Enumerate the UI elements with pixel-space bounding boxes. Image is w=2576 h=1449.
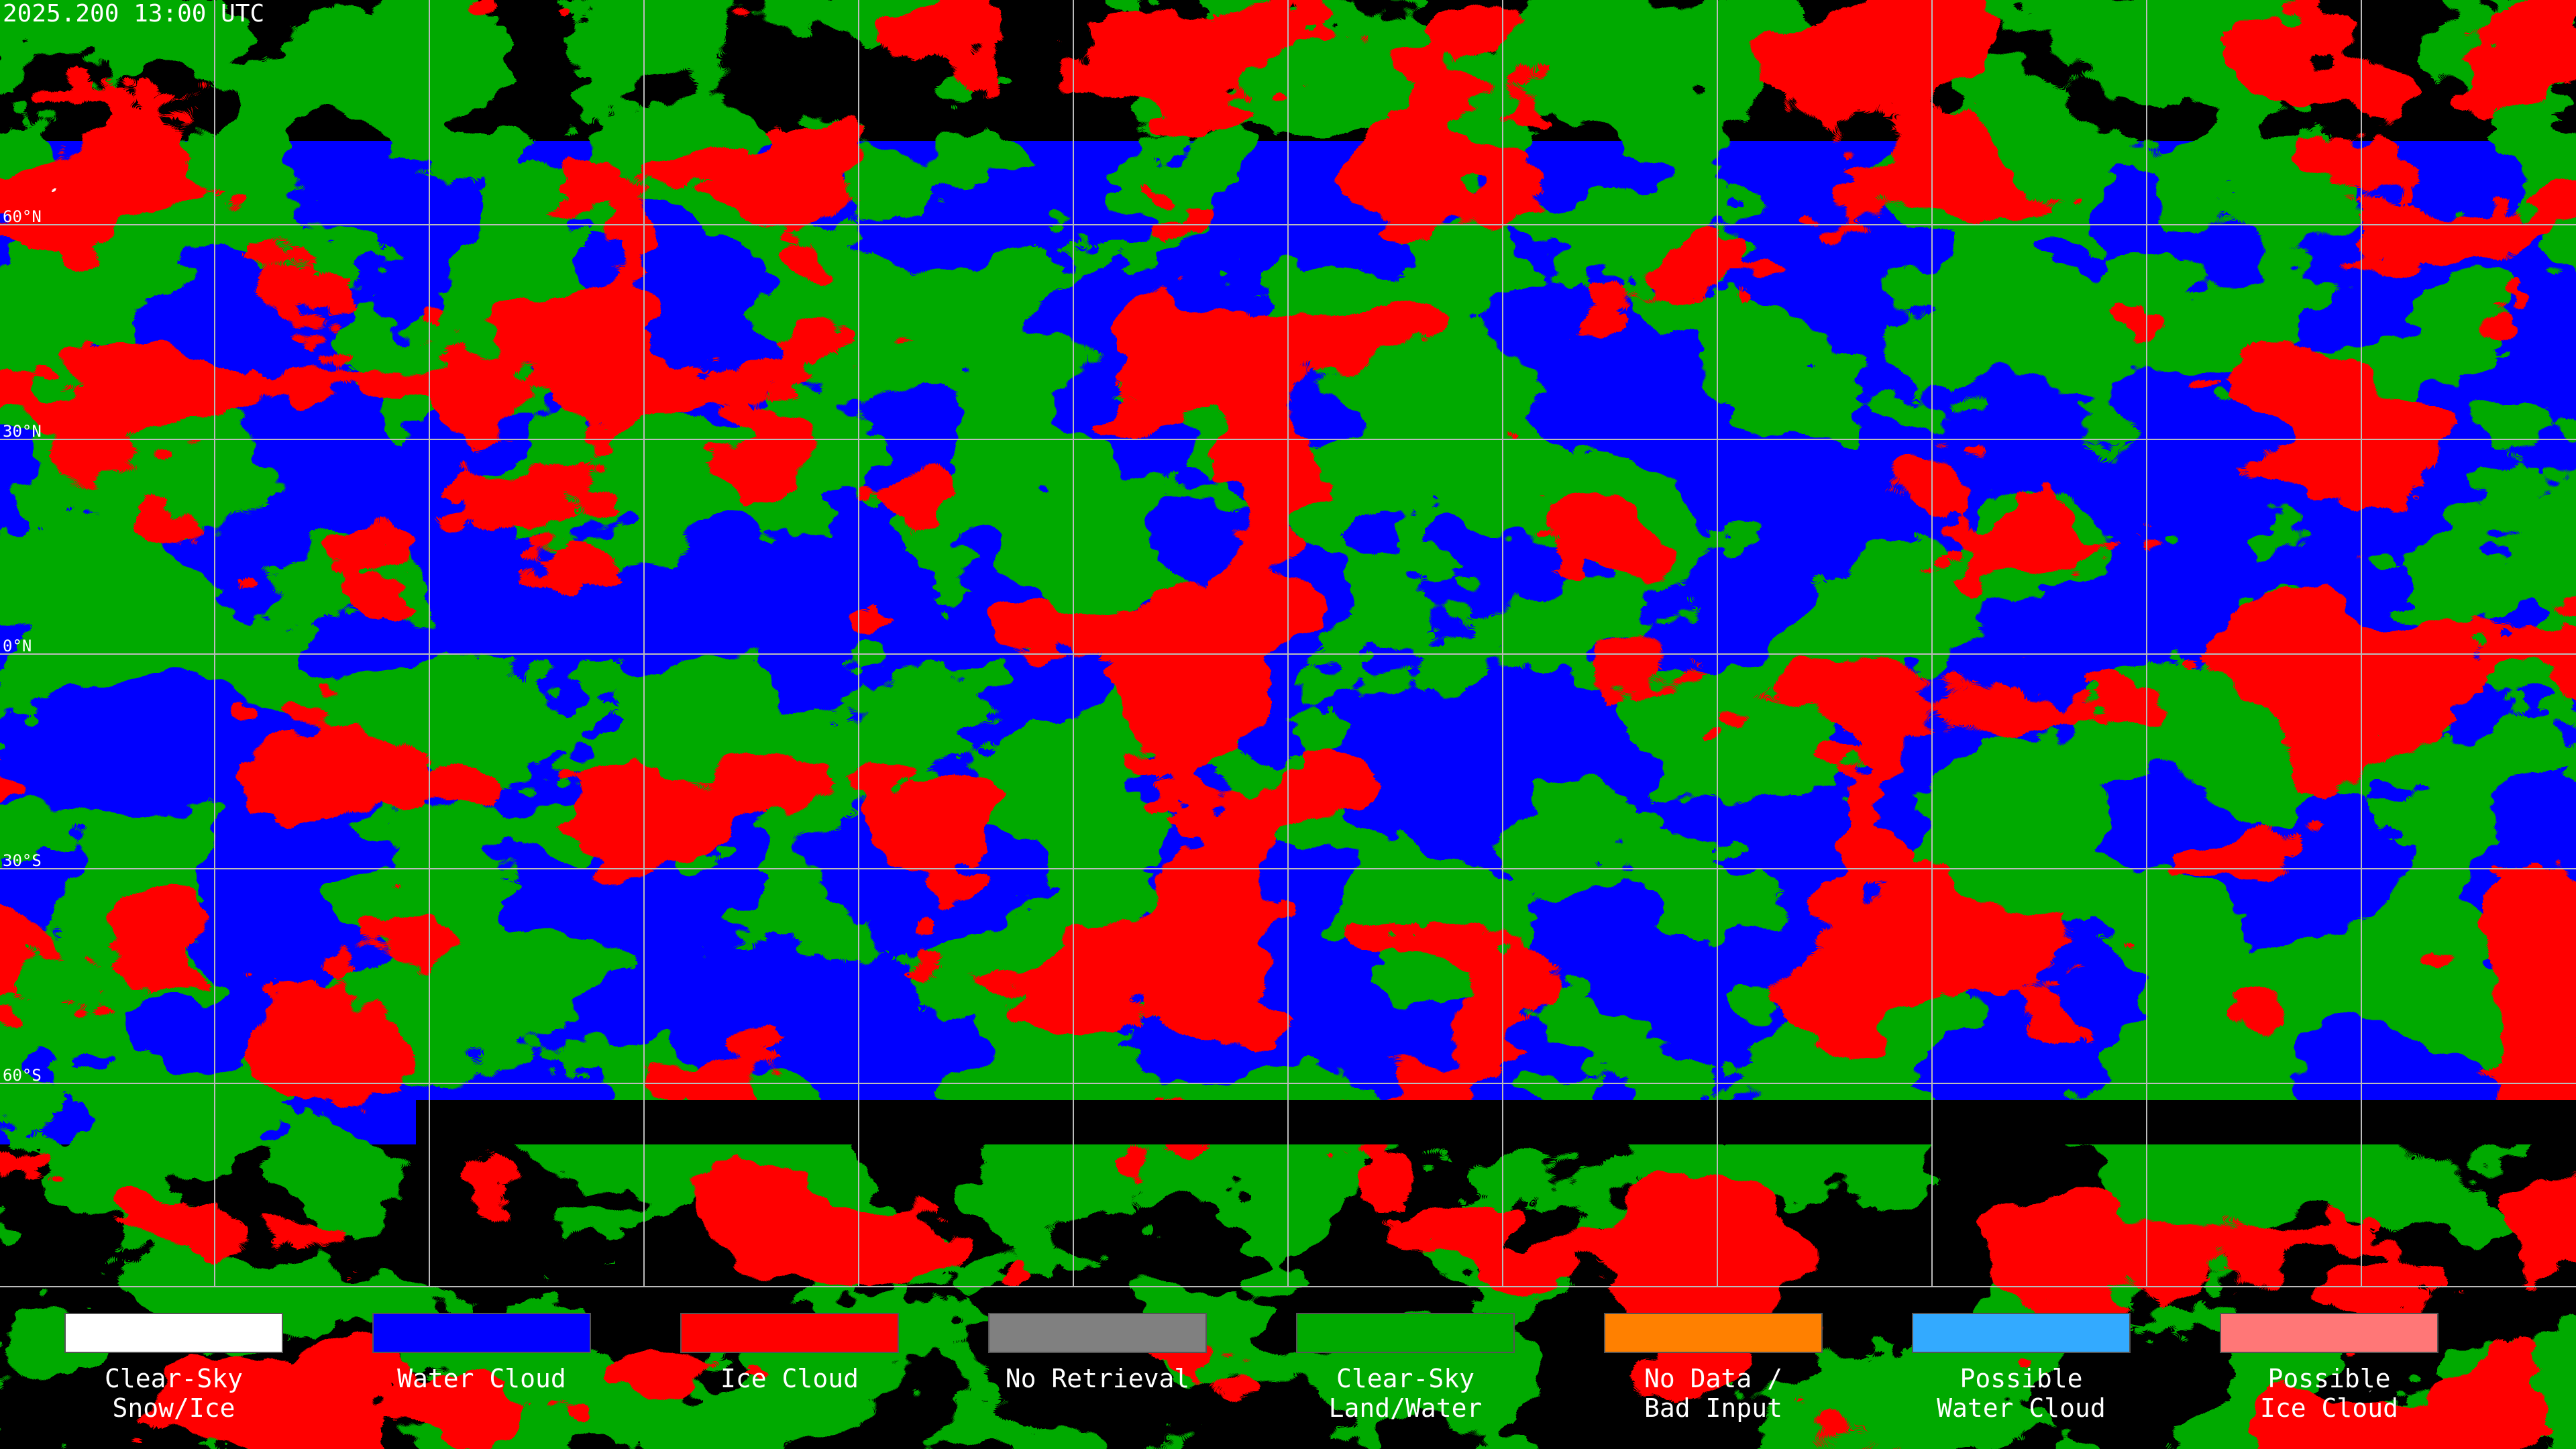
legend-swatch: [1604, 1313, 1823, 1353]
legend-label: Land/Water: [1329, 1393, 1483, 1423]
legend-label: Possible: [2267, 1364, 2390, 1393]
timestamp: 2025.200 13:00 UTC: [3, 0, 264, 28]
legend-swatch: [988, 1313, 1207, 1353]
legend-swatch: [372, 1313, 591, 1353]
latitude-label: 0°N: [3, 637, 32, 655]
graticule: 60°N 30°N 0°N 30°S 60°S: [0, 0, 2576, 1287]
latitude-label: 60°N: [3, 207, 42, 226]
legend-swatch: [2220, 1313, 2438, 1353]
legend-label: Bad Input: [1644, 1393, 1782, 1423]
no-data-band: [416, 1100, 2576, 1144]
legend-label: Ice Cloud: [2260, 1393, 2398, 1423]
legend-label: Clear-Sky: [105, 1364, 243, 1393]
legend-label: Snow/Ice: [112, 1393, 235, 1423]
legend-swatch: [680, 1313, 899, 1353]
latitude-label: 60°S: [3, 1066, 42, 1085]
legend-label: Ice Cloud: [720, 1364, 859, 1393]
legend-label: No Data /: [1644, 1364, 1782, 1393]
legend-swatch: [64, 1313, 283, 1353]
legend-swatch: [1912, 1313, 2131, 1353]
latitude-label: 30°N: [3, 422, 42, 441]
legend-label: Possible: [1960, 1364, 2082, 1393]
legend-label: Water Cloud: [397, 1364, 566, 1393]
legend-label: No Retrieval: [1006, 1364, 1190, 1393]
legend-label: Clear-Sky: [1336, 1364, 1474, 1393]
latitude-label: 30°S: [3, 851, 42, 870]
legend-swatch: [1296, 1313, 1515, 1353]
legend-label: Water Cloud: [1937, 1393, 2106, 1423]
